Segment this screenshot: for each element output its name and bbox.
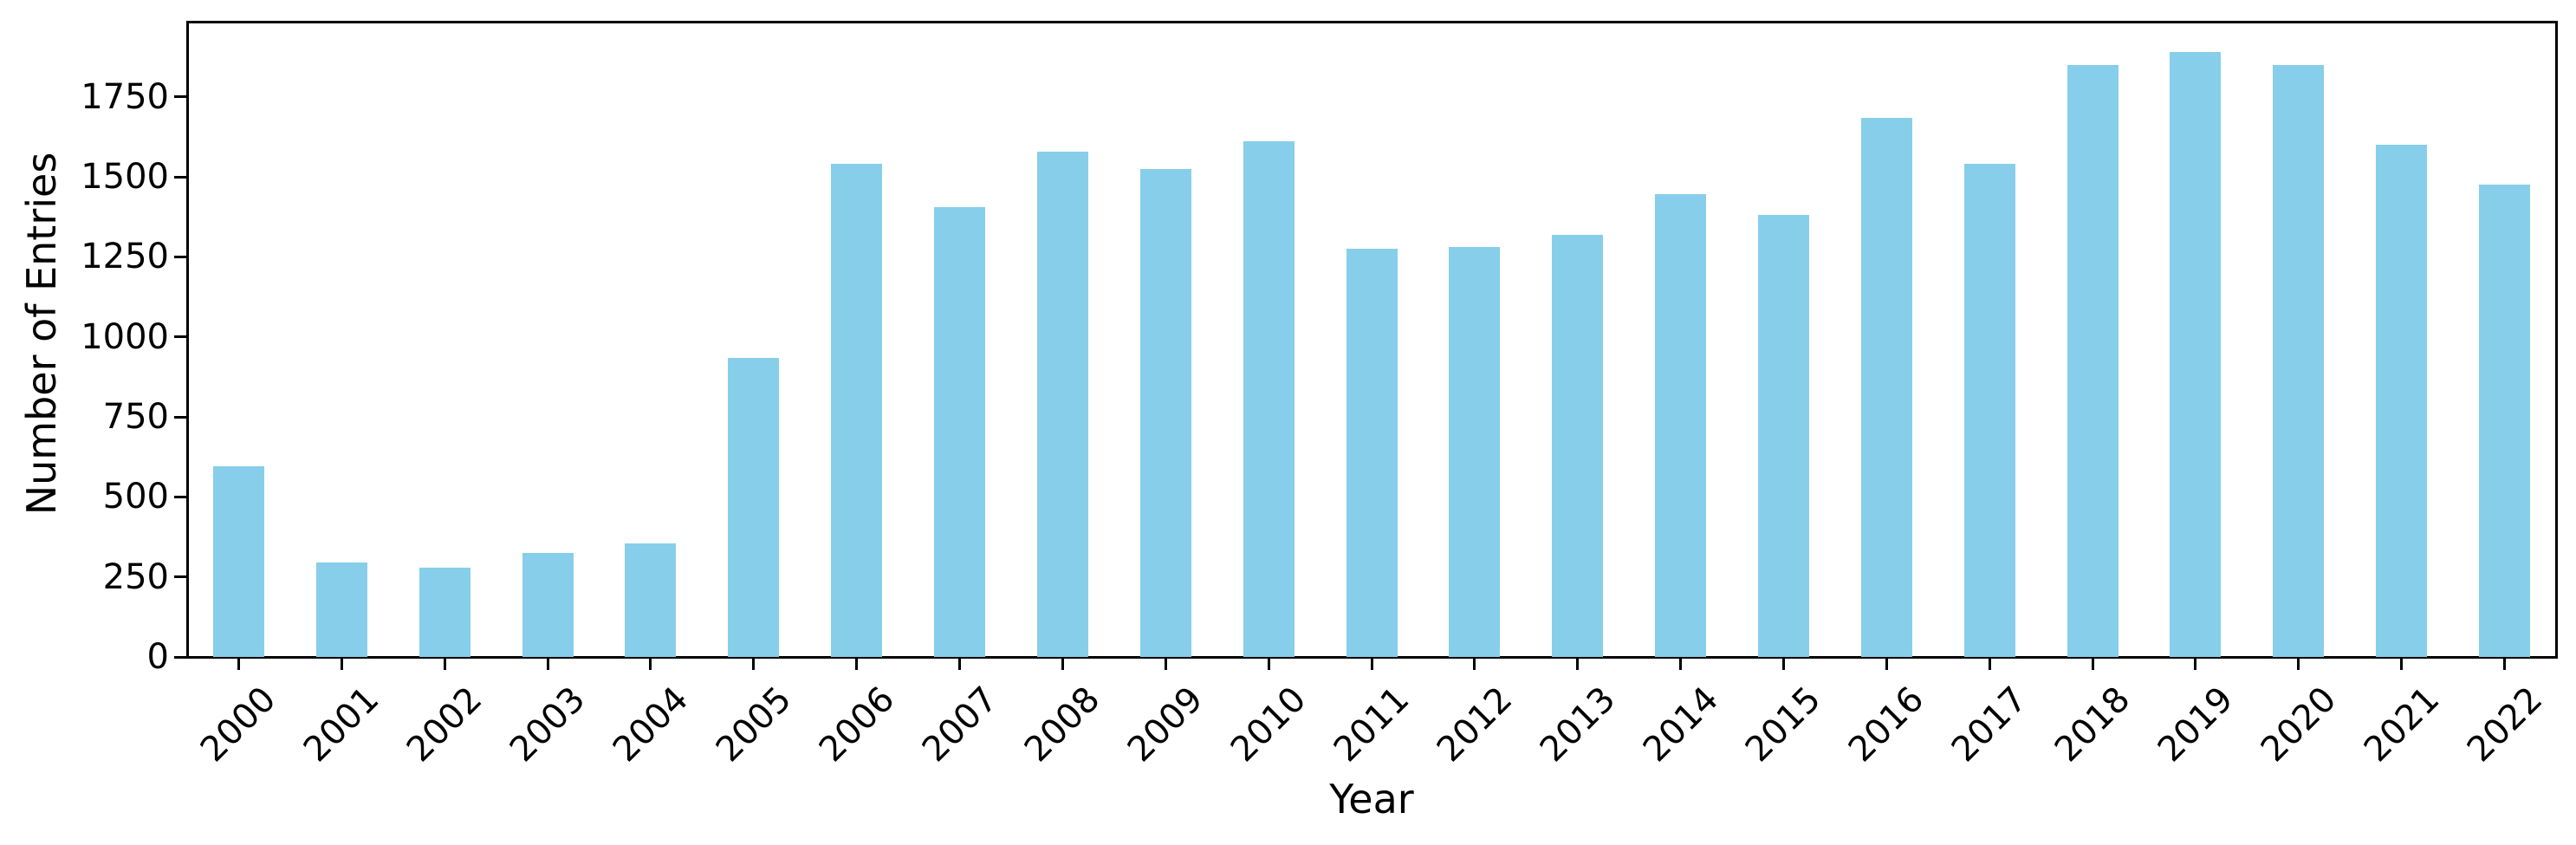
bar-2012 (1449, 247, 1500, 657)
x-tick-mark (1473, 659, 1476, 670)
x-tick-mark (237, 659, 240, 670)
x-tick-mark (341, 659, 343, 670)
bar-2000 (213, 466, 264, 657)
x-tick-mark (1679, 659, 1682, 670)
x-tick-mark (958, 659, 961, 670)
y-tick-mark (174, 335, 186, 338)
x-tick-mark (1061, 659, 1064, 670)
bar-2011 (1346, 249, 1398, 657)
bar-2008 (1037, 152, 1088, 657)
y-tick-label: 250 (102, 557, 169, 597)
y-tick-label: 1000 (81, 317, 169, 357)
x-tick-label: 2000 (192, 679, 284, 770)
x-tick-label: 2001 (295, 679, 387, 770)
x-tick-label: 2020 (2253, 679, 2345, 770)
x-tick-mark (1885, 659, 1888, 670)
x-tick-label: 2009 (1119, 679, 1211, 770)
x-tick-label: 2012 (1429, 679, 1521, 770)
bar-2005 (728, 358, 779, 657)
x-tick-mark (2092, 659, 2094, 670)
y-tick-label: 500 (102, 477, 169, 517)
x-tick-label: 2006 (811, 679, 903, 770)
bar-2001 (316, 562, 367, 657)
x-tick-label: 2008 (1016, 679, 1108, 770)
y-tick-mark (174, 176, 186, 179)
x-tick-label: 2016 (1840, 679, 1932, 770)
x-tick-label: 2019 (2150, 679, 2242, 770)
y-tick-mark (174, 656, 186, 659)
bar-2019 (2170, 52, 2221, 657)
x-tick-mark (1165, 659, 1167, 670)
x-tick-label: 2021 (2356, 679, 2448, 770)
bar-2015 (1758, 215, 1809, 657)
x-tick-label: 2010 (1223, 679, 1314, 770)
x-tick-mark (1576, 659, 1579, 670)
bar-2020 (2273, 65, 2324, 657)
x-tick-label: 2015 (1737, 679, 1829, 770)
x-tick-label: 2003 (502, 679, 594, 770)
x-tick-mark (444, 659, 446, 670)
y-tick-label: 1750 (81, 77, 169, 117)
x-tick-label: 2004 (605, 679, 697, 770)
x-tick-mark (752, 659, 755, 670)
y-tick-label: 1500 (81, 157, 169, 197)
x-tick-mark (1268, 659, 1270, 670)
x-tick-mark (855, 659, 858, 670)
spine-right (2555, 21, 2558, 659)
x-tick-label: 2013 (1532, 679, 1624, 770)
x-tick-label: 2017 (1943, 679, 2035, 770)
x-tick-label: 2014 (1635, 679, 1727, 770)
x-tick-mark (1782, 659, 1785, 670)
bar-2017 (1964, 164, 2015, 657)
y-tick-mark (174, 575, 186, 578)
x-tick-mark (2503, 659, 2506, 670)
spine-left (186, 21, 189, 659)
x-tick-mark (649, 659, 652, 670)
x-tick-label: 2011 (1326, 679, 1418, 770)
bar-2013 (1552, 235, 1603, 657)
spine-bottom (186, 656, 2558, 659)
x-tick-mark (547, 659, 549, 670)
y-tick-label: 0 (146, 637, 169, 677)
bar-2021 (2376, 145, 2427, 657)
x-tick-mark (2400, 659, 2403, 670)
y-tick-mark (174, 496, 186, 498)
spine-top (186, 21, 2558, 23)
x-axis-label: Year (1329, 776, 1414, 822)
bar-2006 (831, 164, 882, 657)
x-tick-mark (2297, 659, 2300, 670)
x-tick-label: 2022 (2459, 679, 2551, 770)
x-tick-mark (1989, 659, 1991, 670)
y-tick-mark (174, 256, 186, 258)
y-axis-label: Number of Entries (18, 152, 65, 516)
bar-2014 (1655, 194, 1706, 657)
bar-2007 (934, 207, 985, 657)
bar-2002 (419, 568, 470, 657)
x-tick-label: 2002 (399, 679, 490, 770)
x-tick-label: 2018 (2047, 679, 2138, 770)
bar-2018 (2067, 65, 2119, 657)
y-tick-label: 1250 (81, 237, 169, 276)
y-tick-label: 750 (102, 397, 169, 437)
bar-2010 (1243, 141, 1294, 657)
bar-2016 (1861, 118, 1912, 657)
bar-2004 (625, 543, 676, 657)
x-tick-mark (1371, 659, 1373, 670)
x-tick-label: 2007 (914, 679, 1006, 770)
bar-2022 (2479, 185, 2530, 657)
bar-2009 (1140, 169, 1191, 657)
bar-2003 (522, 553, 574, 657)
y-tick-mark (174, 95, 186, 98)
x-tick-mark (2194, 659, 2196, 670)
x-tick-label: 2005 (708, 679, 800, 770)
y-tick-mark (174, 416, 186, 419)
